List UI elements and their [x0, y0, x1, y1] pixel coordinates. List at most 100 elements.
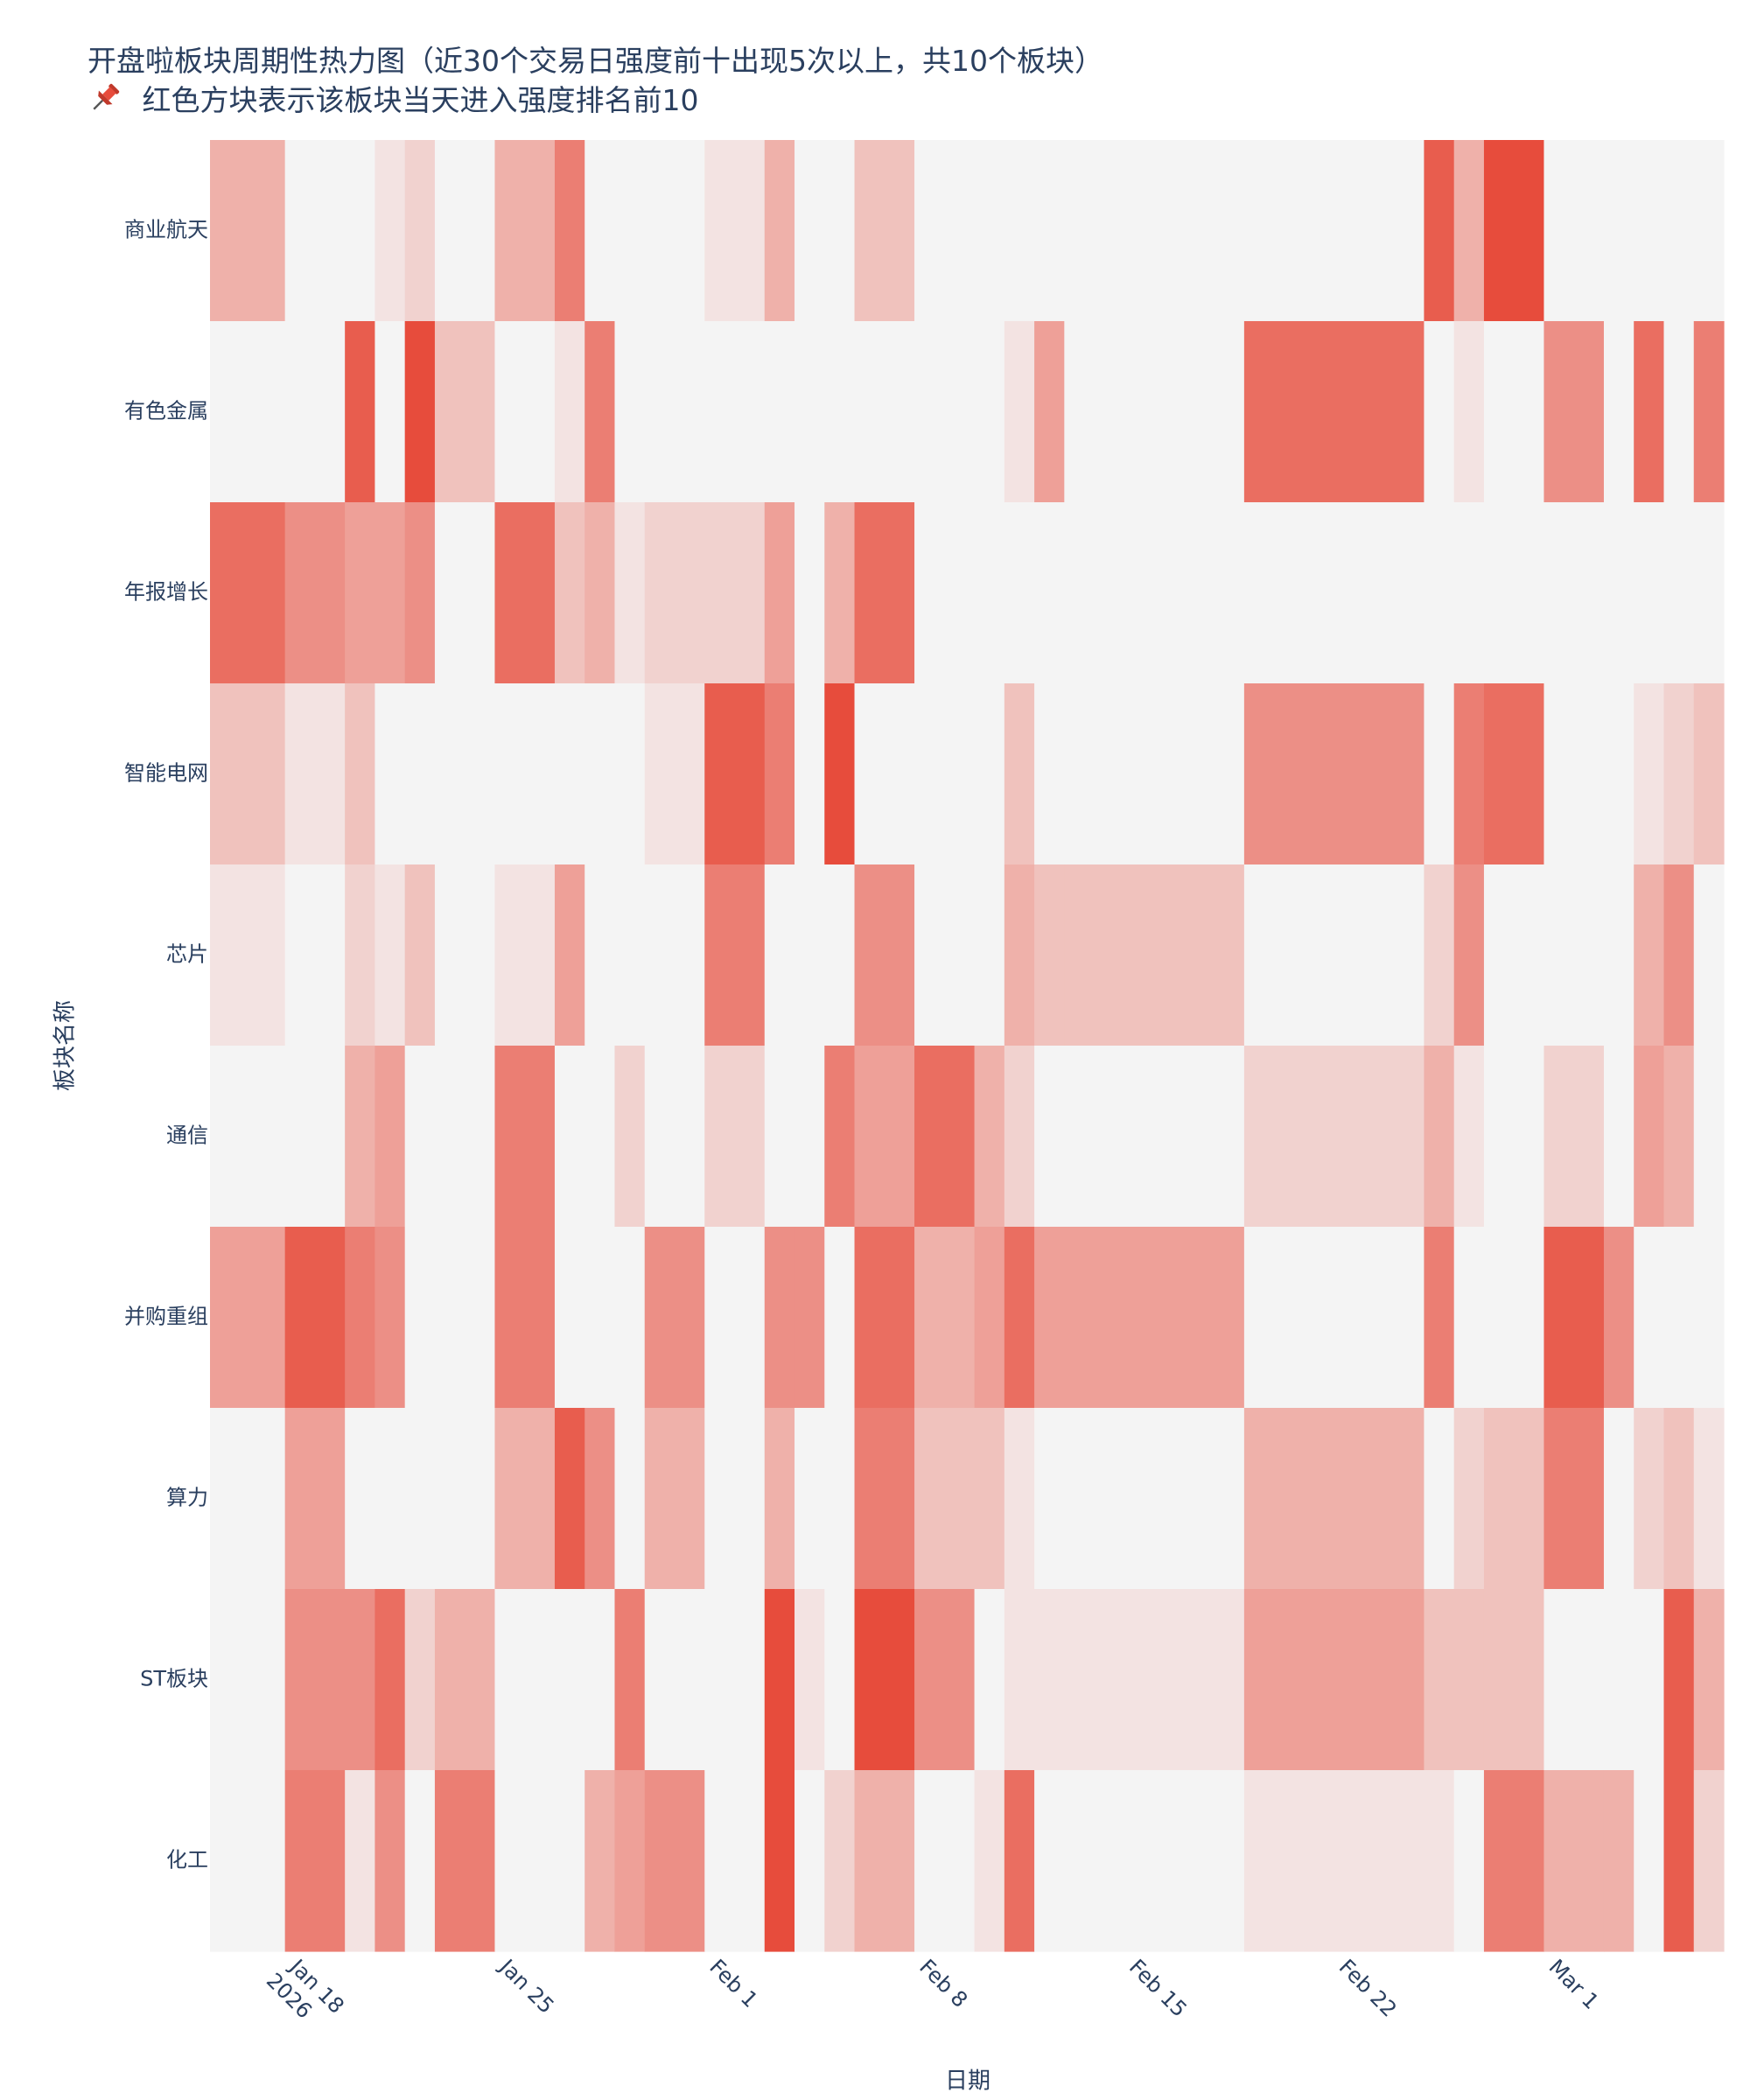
heatmap-cell: [1544, 1408, 1605, 1590]
heatmap-cell: [1243, 1770, 1425, 1952]
heatmap-cell: [824, 1046, 856, 1228]
heatmap-cell: [284, 1408, 346, 1590]
heatmap-cell: [1004, 1227, 1035, 1409]
heatmap-cell: [1634, 1770, 1665, 1952]
heatmap-cell: [1544, 502, 1605, 684]
heatmap-cell: [614, 864, 646, 1046]
heatmap-cell: [434, 1408, 496, 1590]
heatmap-cell: [974, 864, 1005, 1046]
heatmap-cell: [1634, 683, 1665, 865]
chart-subtitle: 红色方块表示该板块当天进入强度排名前10: [88, 80, 699, 120]
heatmap-cell: [974, 1770, 1005, 1952]
heatmap-cell: [1663, 1227, 1695, 1409]
heatmap-cell: [434, 1227, 496, 1409]
heatmap-cell: [1693, 502, 1725, 684]
heatmap-cell: [584, 1408, 616, 1590]
heatmap-cell: [1544, 321, 1605, 503]
heatmap-cell: [210, 1046, 286, 1228]
chart-subtitle-text: 红色方块表示该板块当天进入强度排名前10: [142, 83, 699, 117]
x-axis-title: 日期: [944, 2068, 991, 2095]
heatmap-cell: [404, 683, 436, 865]
heatmap-cell: [374, 502, 406, 684]
heatmap-cell: [764, 683, 795, 865]
heatmap-cell: [584, 1770, 616, 1952]
x-tick-label: Feb 8: [914, 1955, 972, 2012]
heatmap-cell: [1693, 1589, 1725, 1771]
heatmap-cell: [1004, 502, 1035, 684]
heatmap-cell: [1034, 502, 1065, 684]
heatmap-cell: [644, 864, 705, 1046]
heatmap-cell: [374, 864, 406, 1046]
heatmap-cell: [1483, 1408, 1545, 1590]
y-tick-label: 算力: [166, 1486, 208, 1510]
heatmap-cell: [1034, 864, 1065, 1046]
heatmap-cell: [584, 683, 616, 865]
heatmap-cell: [1603, 1408, 1634, 1590]
heatmap-cell: [1603, 1046, 1634, 1228]
heatmap-cell: [1663, 1589, 1695, 1771]
heatmap-cell: [914, 864, 976, 1046]
y-tick-label: 化工: [166, 1848, 208, 1872]
heatmap-cell: [1483, 1589, 1545, 1771]
heatmap-cell: [914, 683, 976, 865]
heatmap-cell: [704, 502, 766, 684]
heatmap-cell: [1034, 1408, 1065, 1590]
heatmap-cell: [374, 321, 406, 503]
y-tick-label: ST板块: [140, 1667, 208, 1691]
heatmap-cell: [1483, 1227, 1545, 1409]
chart-title-text: 开盘啦板块周期性热力图（近30个交易日强度前十出现5次以上，共10个板块）: [88, 44, 1103, 78]
heatmap-cell: [584, 1046, 616, 1228]
heatmap-cell: [1034, 140, 1065, 322]
x-tick-label: Feb 22: [1334, 1955, 1402, 2022]
heatmap-cell: [704, 140, 766, 322]
x-tick-label: Feb 15: [1124, 1955, 1192, 2022]
heatmap-cell: [404, 502, 436, 684]
heatmap-cell: [345, 683, 376, 865]
heatmap-cell: [1243, 864, 1425, 1046]
heatmap-cell: [404, 321, 436, 503]
heatmap-cell: [1243, 1046, 1425, 1228]
heatmap-cell: [345, 1408, 376, 1590]
heatmap-cell: [644, 140, 705, 322]
heatmap-cell: [974, 321, 1005, 503]
heatmap-cell: [1634, 502, 1665, 684]
heatmap-cell: [824, 1227, 856, 1409]
heatmap-cell: [1453, 864, 1485, 1046]
heatmap-cell: [1693, 1046, 1725, 1228]
heatmap-cell: [284, 1770, 346, 1952]
heatmap-cell: [1424, 321, 1455, 503]
heatmap-cell: [914, 140, 976, 322]
heatmap-cell: [210, 140, 286, 322]
heatmap-cell: [824, 140, 856, 322]
heatmap-cell: [554, 1589, 585, 1771]
heatmap-cell: [210, 1227, 286, 1409]
heatmap-cell: [794, 1046, 825, 1228]
heatmap-cell: [1424, 1589, 1455, 1771]
heatmap-cell: [614, 321, 646, 503]
heatmap-cell: [554, 683, 585, 865]
heatmap-cell: [1603, 683, 1634, 865]
heatmap-cell: [554, 1046, 585, 1228]
heatmap-cell: [614, 140, 646, 322]
heatmap-cell: [794, 1227, 825, 1409]
heatmap-cell: [1034, 1046, 1065, 1228]
heatmap-cell: [210, 683, 286, 865]
heatmap-cell: [554, 321, 585, 503]
heatmap-cell: [914, 1589, 976, 1771]
heatmap-cell: [614, 1408, 646, 1590]
heatmap-cell: [794, 140, 825, 322]
pushpin-icon: [93, 83, 120, 110]
heatmap-cell: [974, 140, 1005, 322]
heatmap-cell: [794, 1589, 825, 1771]
heatmap-cell: [284, 1227, 346, 1409]
heatmap-cell: [404, 140, 436, 322]
heatmap-cell: [794, 321, 825, 503]
heatmap-cell: [1424, 1227, 1455, 1409]
heatmap-cell: [854, 1408, 915, 1590]
heatmap-cell: [1034, 683, 1065, 865]
heatmap-cell: [434, 140, 496, 322]
heatmap-cell: [644, 321, 705, 503]
heatmap-cell: [404, 1046, 436, 1228]
heatmap-cell: [824, 683, 856, 865]
